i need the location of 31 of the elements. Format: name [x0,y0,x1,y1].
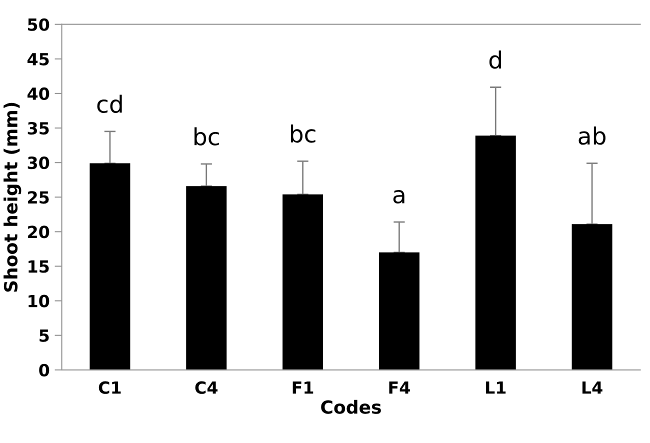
bar [186,186,227,370]
annotation: ab [578,126,606,145]
y-tick-label: 0 [39,364,50,376]
x-axis-title: Codes [321,400,381,414]
x-tick-label: C1 [98,381,121,394]
bar [572,224,612,370]
y-tick-label: 40 [28,87,50,100]
y-tick-label: 15 [28,260,49,273]
y-axis-title: Shoot height (mm) [4,102,22,292]
annotation: cd [97,94,122,114]
x-tick-label: F1 [292,382,314,394]
annotation: bc [194,127,219,146]
x-tick-label: L4 [582,382,602,394]
y-tick-label: 5 [40,330,49,342]
x-tick-label: F4 [389,382,410,394]
y-tick-label: 45 [28,53,49,66]
y-tick-label: 20 [28,226,50,238]
x-tick-label: L1 [486,382,506,394]
y-tick-label: 25 [28,191,49,204]
bar [378,252,420,370]
y-tick-label: 35 [28,122,49,135]
x-tick-label: C4 [195,381,218,394]
y-tick-label: 50 [28,18,50,31]
y-tick-label: 30 [28,156,50,170]
y-tick-label: 10 [28,294,50,308]
annotation: bc [290,124,316,143]
bar [475,136,516,370]
annotation: d [489,50,501,69]
bar [282,194,324,370]
annotation: a [393,190,404,204]
bar [90,163,130,370]
